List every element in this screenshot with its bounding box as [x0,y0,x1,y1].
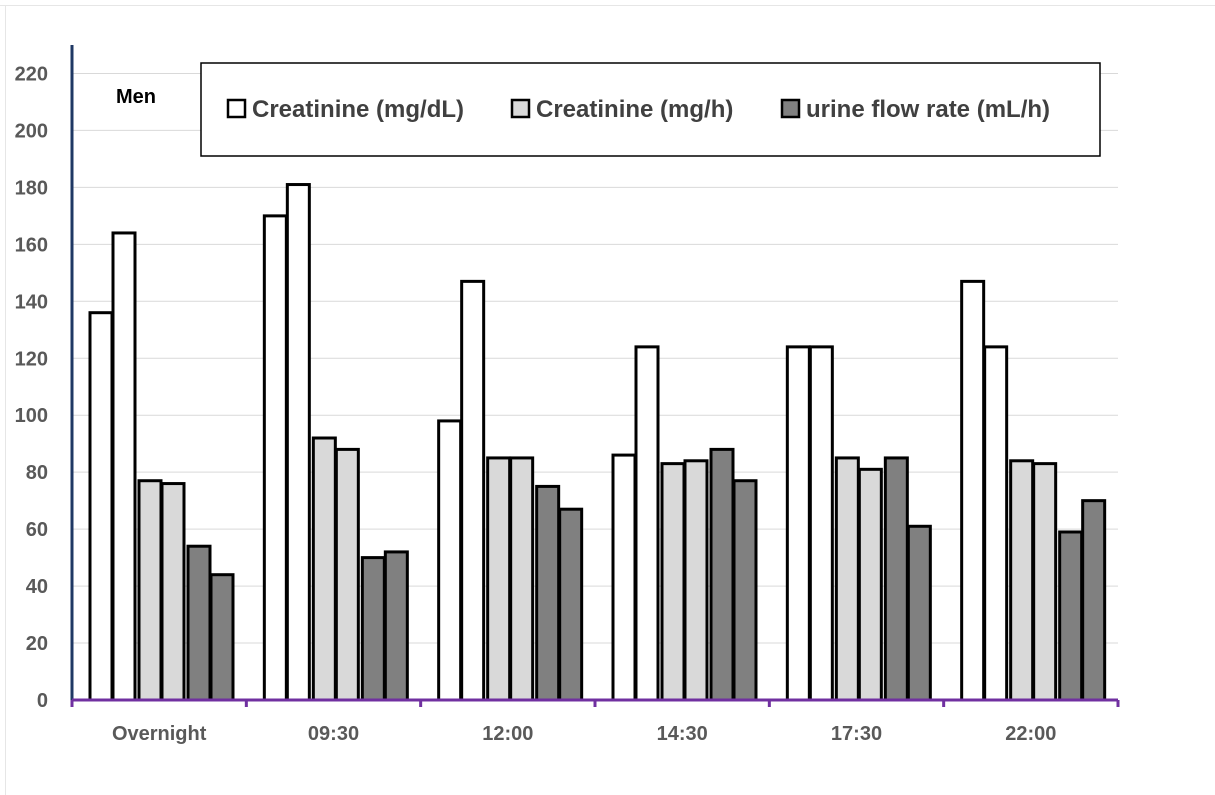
bar [1081,499,1107,702]
bar [634,345,660,702]
y-tick-label: 180 [15,177,48,199]
x-category-label: 22:00 [1005,723,1056,745]
bar [334,447,360,702]
bars [88,183,1107,702]
x-category-label: Overnight [112,723,207,745]
y-tick-label: 140 [15,291,48,313]
bar [883,456,909,702]
legend-swatch [780,98,801,119]
bar [808,345,834,702]
y-tick-label: 60 [26,519,48,541]
legend-entry: Creatinine (mg/h) [536,96,733,123]
y-tick-label: 160 [15,234,48,256]
bar [709,447,735,702]
bar [383,550,409,702]
bar [88,311,114,702]
bar [360,556,386,702]
bar [785,345,811,702]
bar [558,507,584,702]
y-tick-label: 40 [26,576,48,598]
legend-box [200,62,1101,157]
bar [1032,462,1058,702]
legend-swatch [226,98,247,119]
bar [437,419,463,702]
y-tick-label: 220 [15,63,48,85]
bar [137,479,163,702]
bar [160,482,186,702]
y-tick-label: 200 [15,120,48,142]
bar [732,479,758,702]
bar [186,544,212,702]
bar [683,459,709,702]
bar [1009,459,1035,702]
bar [834,456,860,702]
legend: Creatinine (mg/dL) Creatinine (mg/h) urine… [200,62,1101,157]
x-axis [70,698,1120,707]
gridlines [72,72,1118,644]
x-category-label: 14:30 [657,723,708,745]
bar [460,279,486,702]
bar [857,467,883,702]
group-label: Men [116,86,156,108]
bar [111,231,137,702]
bar [983,345,1009,702]
legend-entry: Creatinine (mg/dL) [252,96,464,123]
bar [660,462,686,702]
x-category-label: 09:30 [308,723,359,745]
y-tick-label: 20 [26,633,48,655]
x-axis-category-labels: Overnight 09:30 12:00 14:30 17:30 22:00 [112,723,1056,745]
bar [311,436,337,702]
x-category-label: 12:00 [482,723,533,745]
bar [509,456,535,702]
legend-entry: urine flow rate (mL/h) [806,96,1050,123]
bar [906,524,932,702]
bar [285,183,311,702]
bar [1058,530,1084,702]
y-tick-label: 100 [15,405,48,427]
bar [960,279,986,702]
x-category-label: 17:30 [831,723,882,745]
y-tick-label: 120 [15,348,48,370]
bar [611,453,637,702]
y-axis-tick-labels: 0 20 40 60 80 100 120 140 160 180 200 220 [15,63,48,712]
y-tick-label: 80 [26,462,48,484]
bar [262,214,288,702]
bar [486,456,512,702]
bar [535,484,561,702]
bar [209,573,235,702]
y-tick-label: 0 [37,690,48,712]
legend-swatch [510,98,531,119]
